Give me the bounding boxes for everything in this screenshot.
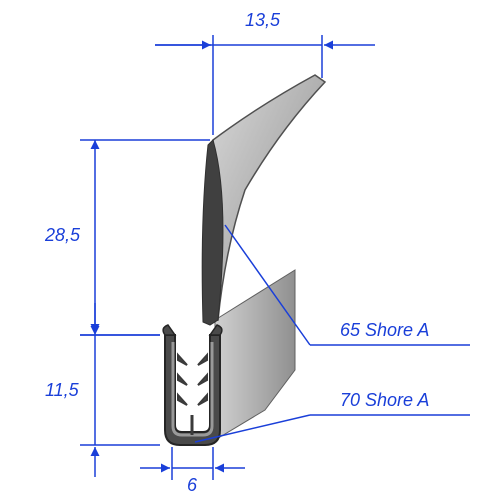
extrusion-body — [215, 270, 295, 440]
technical-diagram: 13,5 28,5 11,5 6 65 Shore A 70 Shore A — [0, 0, 500, 500]
dim-base-height — [80, 303, 160, 477]
lip-extrusion — [213, 75, 325, 320]
top-lip-right — [210, 325, 222, 335]
callout-upper-label: 65 Shore A — [340, 320, 429, 341]
dim-main-height — [80, 140, 210, 335]
dim-main-height-label: 28,5 — [45, 225, 80, 246]
dim-base-height-label: 11,5 — [45, 380, 79, 401]
dim-base-width-label: 6 — [187, 475, 197, 496]
callout-lower-label: 70 Shore A — [340, 390, 429, 411]
inner-fins — [178, 355, 207, 435]
profile-drawing — [0, 0, 500, 500]
dim-top-width-label: 13,5 — [245, 10, 280, 31]
top-lip-left — [163, 325, 175, 335]
